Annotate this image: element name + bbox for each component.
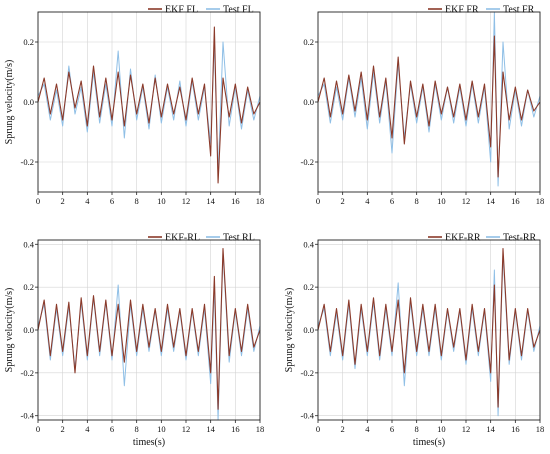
x-tick-label: 8 [135,424,139,434]
chart-3: 0 2 4 6 8 10 12 14 16 18 0.4 0.2 0.0 -0.2 -0.4 times(s)… [4,233,264,449]
y-tick-label: 0.2 [303,37,314,47]
x-tick-label: 8 [135,196,139,206]
y-tick-label: 0.0 [303,97,314,107]
x-tick-label: 0 [316,196,320,206]
x-tick-label: 10 [437,424,446,434]
x-tick-label: 14 [486,196,495,206]
x-tick-label: 18 [256,196,265,206]
y-tick-label: 0.4 [23,239,34,249]
x-tick-label: 18 [536,424,545,434]
legend-label: Test-RR [503,233,537,244]
legend-label: EKF FR [445,5,479,16]
x-tick-label: 6 [390,196,394,206]
x-tick-label: 16 [231,424,240,434]
x-tick-label: 2 [341,424,345,434]
series-line-ekf [317,35,541,178]
x-tick-label: 0 [36,196,40,206]
x-tick-label: 8 [415,196,419,206]
legend-label: Test FR [503,5,535,16]
x-tick-label: 16 [511,424,520,434]
x-tick-label: 16 [231,196,240,206]
x-tick-label: 10 [437,196,446,206]
y-tick-label: -0.2 [301,368,314,378]
legend-label: EKF FL [165,5,198,16]
x-tick-label: 4 [85,196,90,206]
series-line-test [317,254,541,417]
y-tick-label: 0.2 [23,282,34,292]
y-tick-label: 0.2 [303,282,314,292]
x-tick-label: 2 [61,424,65,434]
x-tick-label: 10 [157,424,166,434]
y-tick-label: 0.0 [303,325,314,335]
y-tick-label: 0.4 [303,239,314,249]
legend: EKF-RR Test-RR [428,233,537,244]
y-axis-label: Sprung velocity(m/s) [4,288,15,373]
chart-4: 0 2 4 6 8 10 12 14 16 18 0.4 0.2 0.0 -0.2 -0.4 times(s)… [284,233,544,449]
x-tick-label: 12 [182,196,191,206]
x-tick-label: 0 [36,424,40,434]
y-tick-label: -0.2 [21,157,34,167]
y-tick-label: -0.2 [301,157,314,167]
legend: EKF FL Test FL [148,5,254,16]
x-tick-label: 18 [536,196,545,206]
x-tick-label: 12 [462,424,471,434]
y-tick-label: -0.2 [21,368,34,378]
y-tick-label: -0.4 [21,411,35,421]
x-tick-label: 12 [182,424,191,434]
series-line-ekf [37,248,261,410]
x-tick-label: 4 [85,424,90,434]
x-tick-label: 16 [511,196,520,206]
y-tick-label: 0.0 [23,325,34,335]
chart-1: 0 2 4 6 8 10 12 14 16 18 0.2 0.0 -0.2 Sprung velocity… [4,5,264,207]
x-tick-label: 2 [61,196,65,206]
x-tick-label: 8 [415,424,419,434]
legend: EKF-RL Test RL [148,233,255,244]
x-tick-label: 18 [256,424,265,434]
legend: EKF FR Test FR [428,5,535,16]
x-axis-label: times(s) [413,437,445,448]
legend-label: EKF-RR [445,233,481,244]
x-tick-label: 6 [110,424,114,434]
x-tick-label: 12 [462,196,471,206]
x-tick-label: 0 [316,424,320,434]
x-tick-label: 4 [365,424,370,434]
y-tick-label: 0.2 [23,37,34,47]
y-tick-label: -0.4 [301,411,315,421]
x-tick-label: 6 [390,424,394,434]
series-line-ekf [37,26,261,184]
legend-label: Test FL [223,5,254,16]
x-tick-label: 10 [157,196,166,206]
series-line-test [317,11,541,187]
x-tick-label: 6 [110,196,114,206]
legend-label: EKF-RL [165,233,200,244]
series-line-ekf [317,248,541,408]
y-axis-label: Sprung velocity(m/s) [284,288,295,373]
x-tick-label: 14 [206,424,215,434]
x-axis-label: times(s) [133,437,165,448]
series-line-test [37,41,261,175]
x-tick-label: 14 [206,196,215,206]
x-tick-label: 2 [341,196,345,206]
chart-2: 0 2 4 6 8 10 12 14 16 18 0.2 0.0 -0.2 EKF FR Test FR [301,5,545,207]
x-tick-label: 14 [486,424,495,434]
y-tick-label: 0.0 [23,97,34,107]
legend-label: Test RL [223,233,255,244]
x-tick-label: 4 [365,196,370,206]
y-axis-label: Sprung velocity(m/s) [4,60,15,145]
